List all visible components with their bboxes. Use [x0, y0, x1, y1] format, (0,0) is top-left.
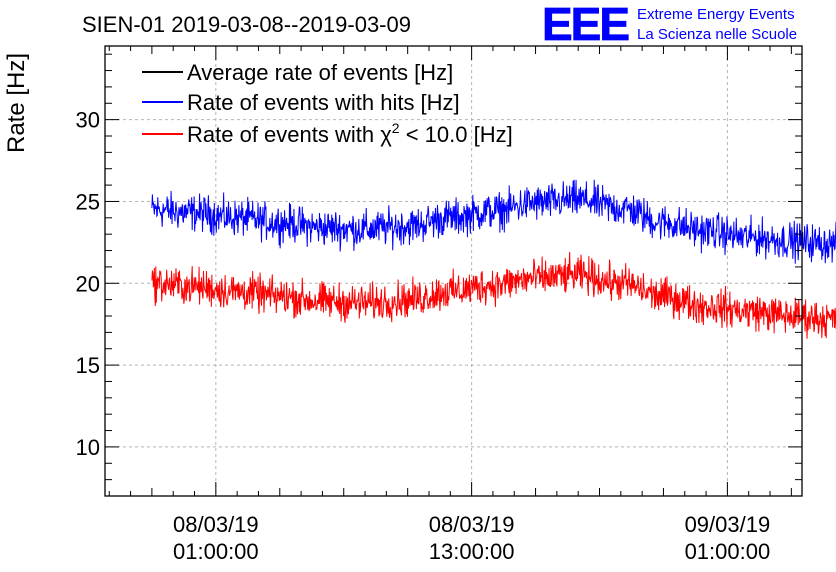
legend-label-average: Average rate of events [Hz]: [187, 60, 453, 85]
y-tick-label: 20: [76, 271, 100, 296]
axis-ticks: [105, 46, 802, 497]
series-line-chi2: [151, 251, 836, 339]
y-tick-label: 15: [76, 353, 100, 378]
y-tick-label: 10: [76, 435, 100, 460]
x-tick-label-time: 01:00:00: [685, 539, 771, 564]
x-tick-labels: 08/03/1901:00:0008/03/1913:00:0009/03/19…: [173, 512, 771, 564]
y-tick-label: 30: [76, 108, 100, 133]
plot-frame: [104, 45, 803, 497]
eee-logo: EEE Extreme Energy Events La Scienza nel…: [542, 0, 798, 50]
logo-line-2: La Scienza nelle Scuole: [637, 26, 797, 43]
x-tick-label-date: 08/03/19: [173, 512, 259, 537]
legend-label-hits: Rate of events with hits [Hz]: [187, 90, 460, 115]
series-line-hits: [151, 179, 836, 264]
y-tick-labels: 10 15 20 25 30: [76, 108, 100, 460]
x-tick-label-date: 09/03/19: [685, 512, 771, 537]
legend: Average rate of events [Hz] Rate of even…: [142, 60, 513, 147]
y-axis-label: Rate [Hz]: [3, 53, 30, 153]
logo-line-1: Extreme Energy Events: [637, 6, 795, 23]
series-group: [151, 179, 836, 339]
x-tick-label-date: 08/03/19: [429, 512, 515, 537]
x-tick-label-time: 01:00:00: [173, 539, 259, 564]
x-tick-label-time: 13:00:00: [429, 539, 515, 564]
y-tick-label: 25: [76, 189, 100, 214]
logo-eee-text: EEE: [542, 0, 628, 50]
chart-title: SIEN-01 2019-03-08--2019-03-09: [82, 12, 411, 37]
grid: [105, 46, 802, 496]
legend-label-chi2: Rate of events with χ2 < 10.0 [Hz]: [187, 120, 513, 147]
